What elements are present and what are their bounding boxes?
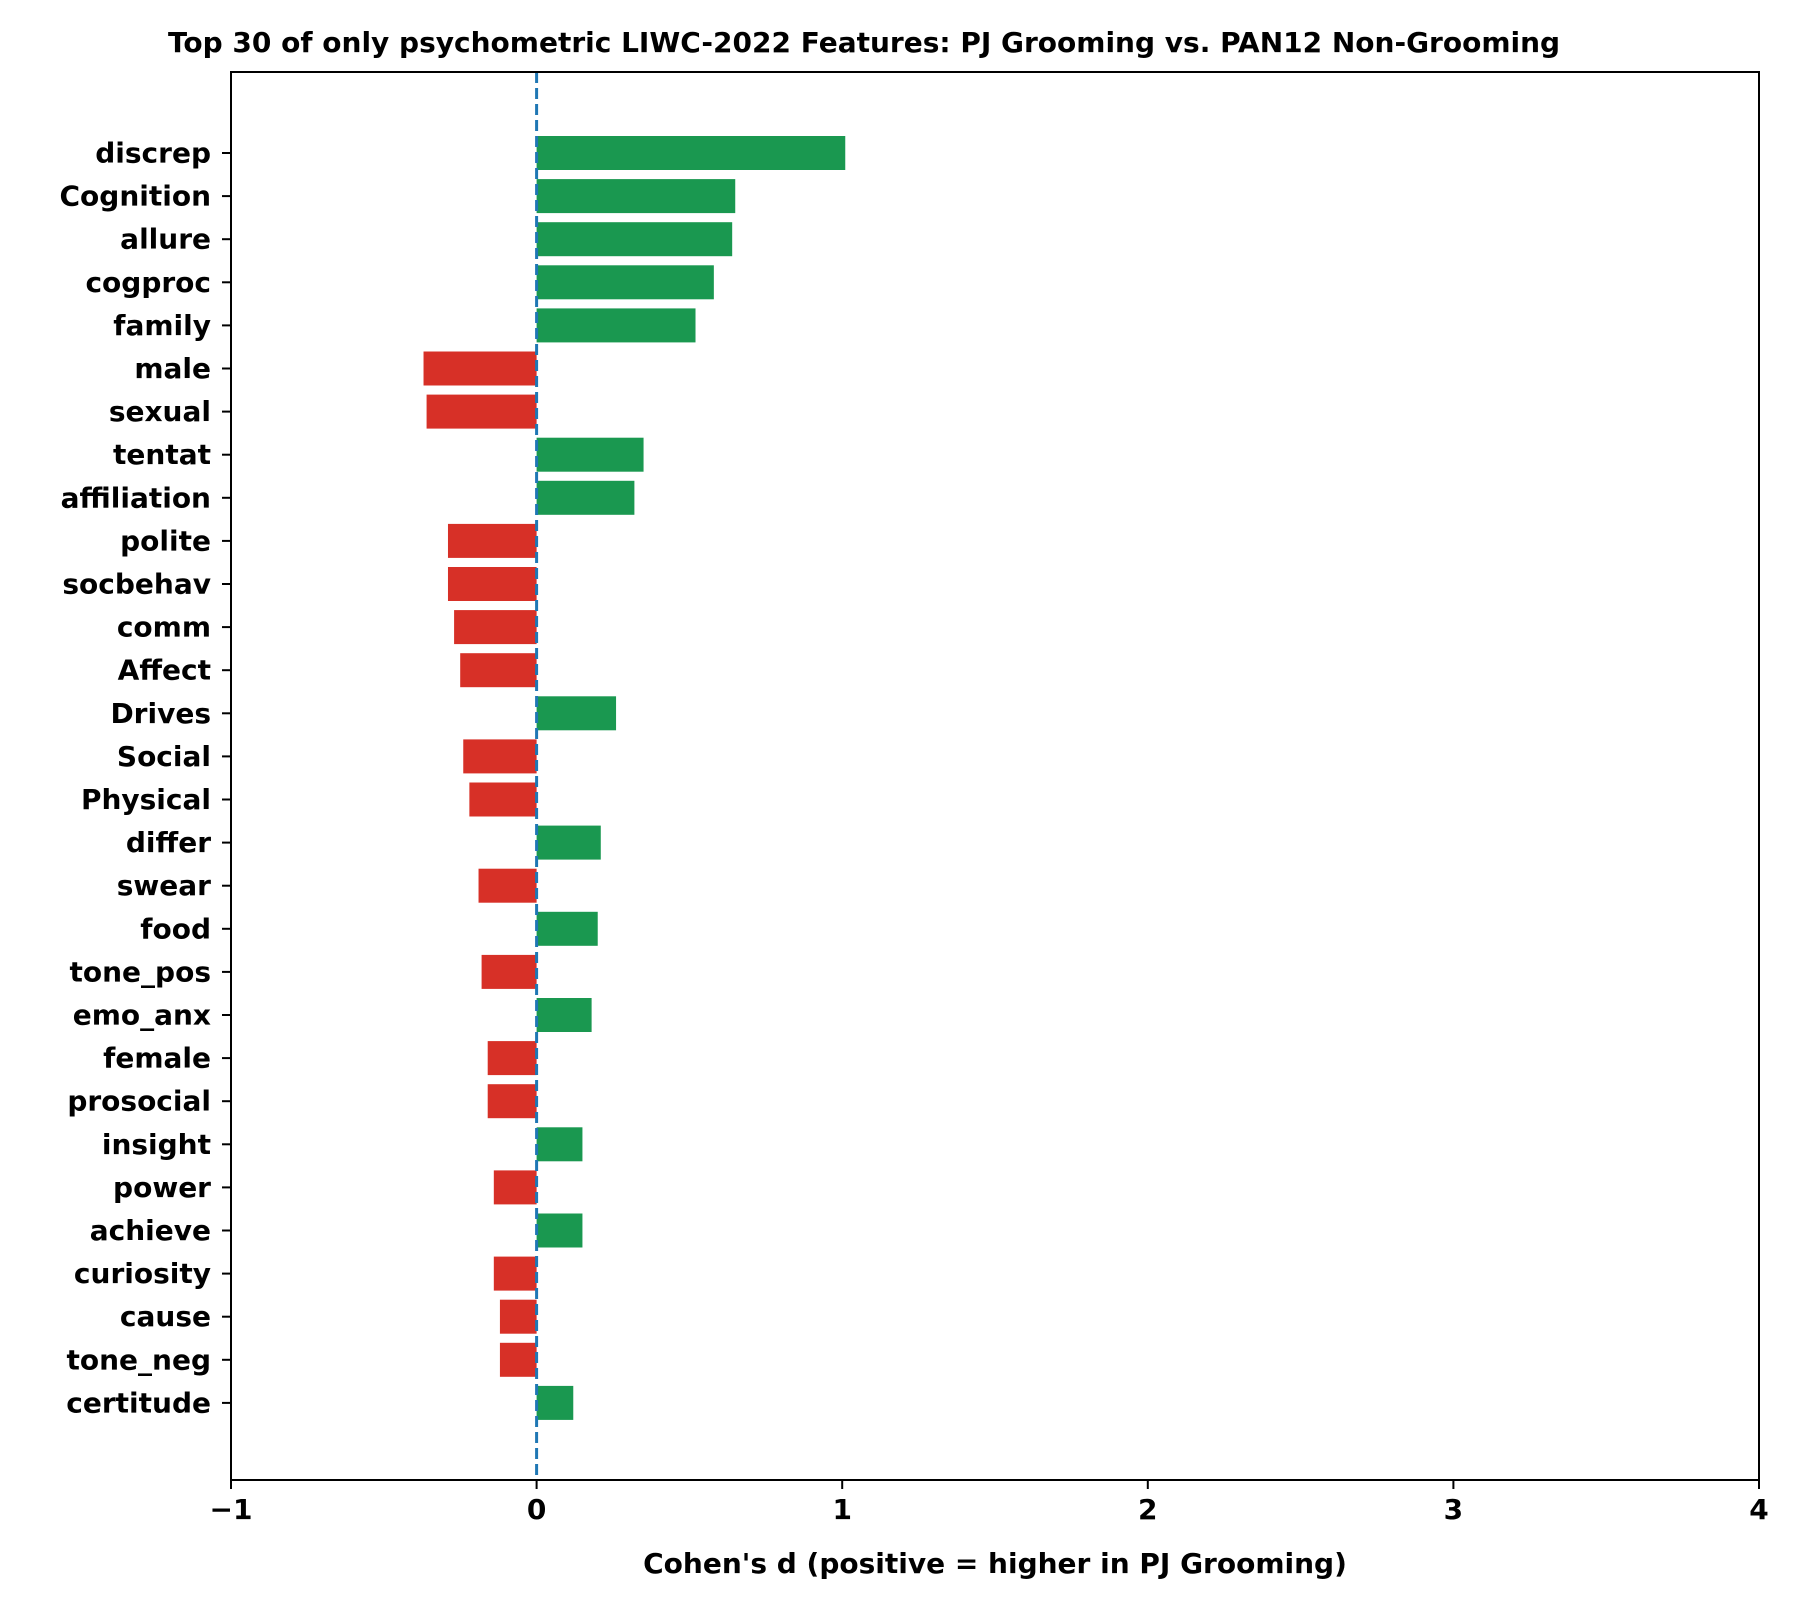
chart-title: Top 30 of only psychometric LIWC-2022 Fe…	[168, 26, 1560, 59]
bar-tone_pos	[481, 954, 537, 989]
bar-discrep	[536, 136, 846, 170]
bar-Physical	[469, 782, 537, 817]
y-tick-label: Physical	[81, 783, 211, 816]
y-tick-label: Affect	[118, 654, 211, 687]
bar-tentat	[536, 437, 644, 472]
bar-socbehav	[447, 567, 537, 601]
bar-sexual	[426, 394, 537, 429]
y-tick-label: food	[140, 912, 211, 945]
bar-Cognition	[536, 179, 736, 214]
y-tick-label: tone_neg	[66, 1343, 211, 1376]
y-tick-label: tone_pos	[70, 955, 212, 988]
bars-group	[423, 136, 846, 1420]
bar-polite	[447, 523, 537, 558]
y-tick-label: emo_anx	[73, 999, 211, 1032]
plot-frame	[230, 71, 1760, 1481]
y-tick-label: sexual	[109, 395, 211, 428]
y-tick-label: discrep	[95, 137, 211, 170]
y-tick-label: curiosity	[74, 1257, 211, 1290]
bar-cogproc	[536, 265, 714, 300]
y-tick-label: cogproc	[85, 266, 211, 299]
y-tick-label: cause	[120, 1300, 211, 1333]
x-tick-label: 1	[832, 1493, 851, 1526]
y-tick-label: male	[134, 352, 211, 385]
y-tick-label: power	[113, 1171, 211, 1204]
x-tick-label: −1	[210, 1493, 253, 1526]
bar-food	[536, 911, 598, 946]
bar-power	[493, 1170, 537, 1205]
bar-emo_anx	[536, 998, 592, 1032]
y-tick-label: Cognition	[59, 180, 211, 213]
bar-family	[536, 308, 696, 343]
bar-certitude	[536, 1385, 574, 1420]
y-tick-label: allure	[120, 223, 211, 256]
y-tick-label: prosocial	[67, 1085, 211, 1118]
bar-Drives	[536, 696, 617, 731]
y-tick-label: tentat	[113, 438, 211, 471]
x-axis: −1 0 1 2 3 4	[210, 1480, 1769, 1526]
bar-comm	[454, 610, 537, 645]
bar-affiliation	[536, 480, 635, 515]
y-tick-label: swear	[117, 869, 211, 902]
y-tick-label: achieve	[90, 1214, 211, 1247]
x-tick-label: 2	[1138, 1493, 1157, 1526]
x-tick-label: 3	[1444, 1493, 1463, 1526]
y-tick-label: affiliation	[61, 481, 211, 514]
y-axis: discrep Cognition allure cogproc family male s…	[59, 137, 231, 1419]
y-tick-label: comm	[117, 611, 211, 644]
y-tick-label: female	[103, 1042, 211, 1075]
x-tick-label: 0	[527, 1493, 546, 1526]
y-tick-label: Social	[117, 740, 211, 773]
bar-insight	[536, 1127, 583, 1162]
y-tick-label: differ	[126, 826, 211, 859]
bar-swear	[478, 868, 537, 903]
bar-cause	[499, 1299, 537, 1334]
bar-male	[423, 351, 537, 386]
bar-differ	[536, 825, 601, 860]
y-tick-label: polite	[120, 524, 211, 557]
x-tick-label: 4	[1749, 1493, 1768, 1526]
bar-Social	[463, 739, 537, 774]
bar-prosocial	[487, 1084, 537, 1119]
y-tick-label: insight	[102, 1128, 211, 1161]
bar-allure	[536, 222, 733, 257]
bar-Affect	[460, 653, 537, 688]
x-axis-label: Cohen's d (positive = higher in PJ Groom…	[643, 1547, 1347, 1580]
y-tick-label: certitude	[66, 1386, 211, 1419]
y-tick-label: family	[113, 309, 211, 342]
bar-female	[487, 1041, 537, 1076]
y-tick-label: Drives	[110, 697, 211, 730]
bar-achieve	[536, 1213, 583, 1248]
bar-tone_neg	[499, 1342, 537, 1377]
y-tick-label: socbehav	[62, 568, 211, 601]
bar-curiosity	[493, 1256, 537, 1291]
